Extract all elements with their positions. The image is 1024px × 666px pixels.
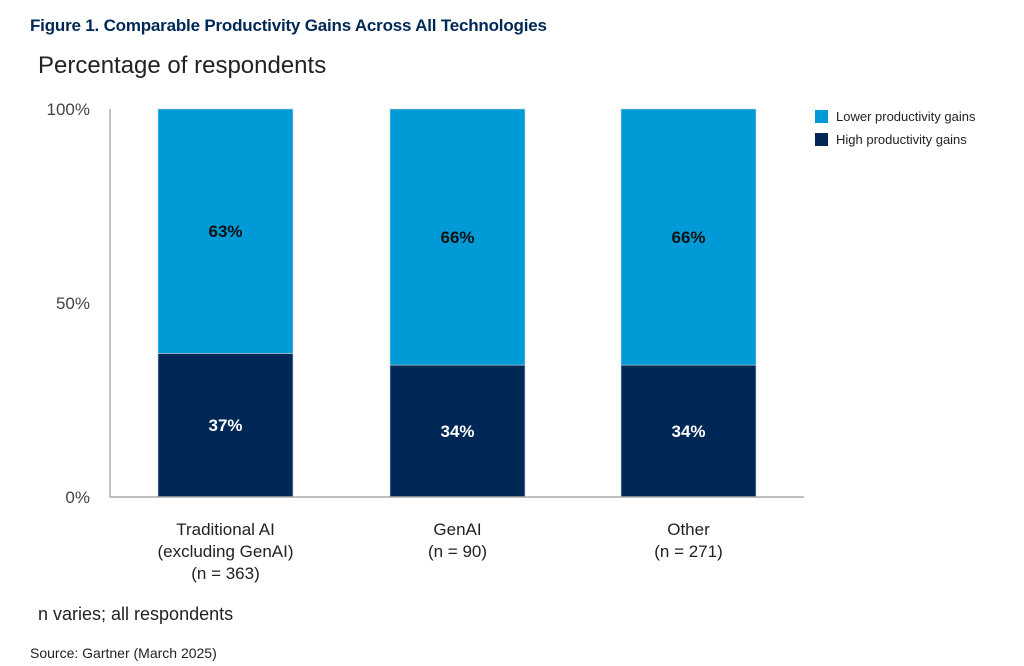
sample-note: n varies; all respondents [38, 604, 234, 624]
category-label-2-line-1: (n = 271) [654, 542, 723, 561]
bar-segment-high-1 [389, 364, 526, 498]
category-label-0-line-0: Traditional AI [176, 520, 275, 539]
category-label-0-line-1: (excluding GenAI) [157, 542, 293, 561]
bar-segment-lower-0 [157, 108, 294, 354]
legend-label-high: High productivity gains [836, 132, 967, 147]
data-label-high-1: 34% [440, 422, 474, 441]
y-tick-label-50: 50% [56, 294, 90, 313]
bar-segment-lower-2 [620, 108, 757, 366]
data-label-high-0: 37% [208, 416, 242, 435]
data-label-lower-1: 66% [440, 228, 474, 247]
legend-swatch-lower [815, 110, 828, 123]
category-label-2-line-0: Other [667, 520, 710, 539]
y-tick-label-100: 100% [47, 100, 90, 119]
legend: Lower productivity gains High productivi… [815, 109, 975, 155]
figure-title: Figure 1. Comparable Productivity Gains … [30, 16, 547, 35]
data-label-lower-0: 63% [208, 222, 242, 241]
legend-item-lower: Lower productivity gains [815, 109, 975, 124]
source-note: Source: Gartner (March 2025) [30, 645, 217, 661]
stacked-bar-chart: 37% 63% Traditional AI (excluding GenAI) (n … [47, 100, 804, 583]
bar-segment-high-2 [620, 364, 757, 498]
category-label-1-line-1: (n = 90) [428, 542, 487, 561]
legend-item-high: High productivity gains [815, 132, 975, 147]
y-axis-title: Percentage of respondents [38, 52, 327, 79]
legend-label-lower: Lower productivity gains [836, 109, 976, 124]
bar-segment-high-0 [157, 353, 294, 498]
data-label-lower-2: 66% [671, 228, 705, 247]
data-label-high-2: 34% [671, 422, 705, 441]
y-tick-label-0: 0% [65, 488, 90, 507]
category-label-1-line-0: GenAI [433, 520, 481, 539]
legend-swatch-high [815, 133, 828, 146]
bar-segment-lower-1 [389, 108, 526, 366]
category-label-0-line-2: (n = 363) [191, 564, 260, 583]
